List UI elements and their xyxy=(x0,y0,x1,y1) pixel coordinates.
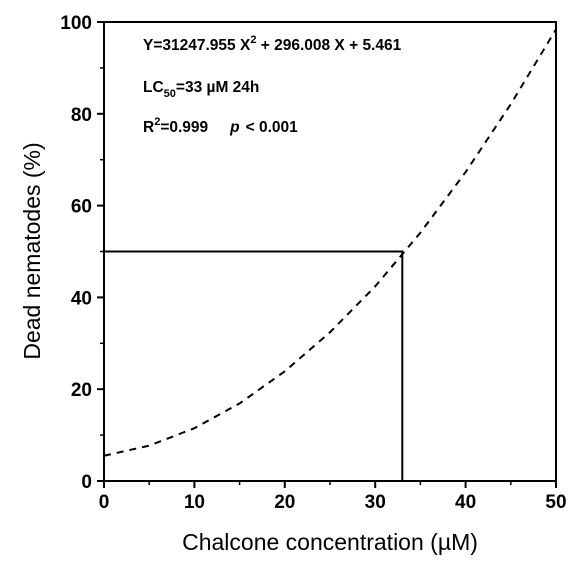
lc50: LC50=33 µM 24h xyxy=(143,79,259,100)
y-tick-label: 20 xyxy=(71,380,92,401)
y-axis-title: Dead nematodes (%) xyxy=(19,142,45,359)
y-tick-label: 80 xyxy=(71,105,92,126)
y-tick-label: 0 xyxy=(81,472,92,493)
x-tick-label: 40 xyxy=(455,492,476,513)
y-tick-label: 60 xyxy=(71,197,92,218)
x-tick-label: 30 xyxy=(365,492,386,513)
equation: Y=31247.955 X2 + 296.008 X + 5.461 xyxy=(143,34,402,54)
y-tick-label: 40 xyxy=(71,288,92,309)
x-tick-label: 0 xyxy=(99,492,110,513)
x-tick-label: 50 xyxy=(545,492,566,513)
x-tick-label: 20 xyxy=(274,492,295,513)
x-tick-label: 10 xyxy=(184,492,205,513)
x-axis-title: Chalcone concentration (µM) xyxy=(182,529,478,555)
series-line xyxy=(104,250,404,481)
series-line xyxy=(103,28,557,457)
y-tick-label: 100 xyxy=(60,13,92,34)
r-squared: R2=0.999 p < 0.001 xyxy=(143,116,298,136)
